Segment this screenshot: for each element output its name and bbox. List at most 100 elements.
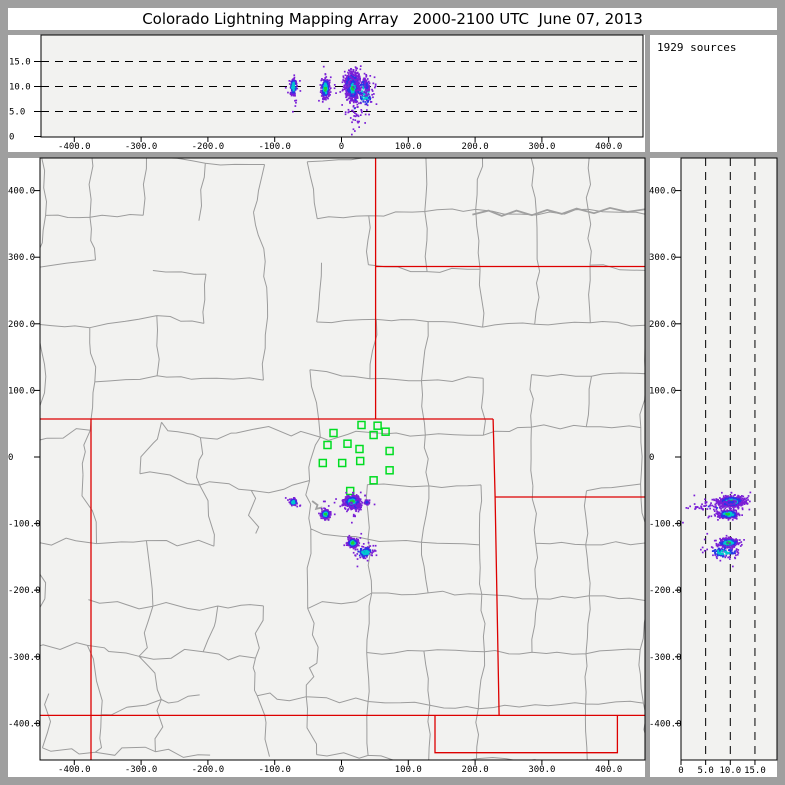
lightning-source-point (368, 82, 371, 85)
lightning-source-point (348, 93, 350, 95)
lightning-source-point (341, 104, 343, 106)
lightning-source-point (292, 82, 294, 85)
lightning-source-point (356, 96, 359, 98)
lightning-source-point (749, 500, 751, 503)
lightning-source-point (348, 496, 351, 499)
lightning-source-point (374, 544, 377, 547)
lightning-source-point (359, 90, 362, 92)
lightning-source-point (747, 499, 749, 501)
lightning-source-point (353, 79, 356, 81)
lightning-source-point (355, 542, 358, 544)
lightning-source-point (728, 537, 730, 540)
lightning-source-point (363, 98, 366, 100)
lightning-source-point (364, 548, 367, 550)
lightning-sources-ns (682, 491, 752, 568)
lightning-source-point (349, 71, 351, 73)
lightning-source-point (350, 74, 353, 77)
lightning-source-point (371, 90, 374, 92)
lightning-source-point (734, 512, 736, 515)
lightning-source-point (727, 510, 730, 513)
lightning-source-point (318, 99, 320, 102)
lightning-source-point (350, 76, 352, 78)
lightning-source-point (344, 113, 347, 116)
lightning-source-point (295, 81, 297, 83)
tick-label: 10.0 (719, 766, 741, 776)
lightning-source-point (359, 78, 361, 80)
tick-label: 0 (649, 453, 654, 463)
lightning-source-point (354, 115, 357, 118)
lightning-source-point (721, 539, 724, 541)
lightning-source-point (344, 498, 347, 501)
lightning-source-point (350, 97, 352, 100)
lightning-source-point (324, 86, 327, 89)
lma-station-marker (355, 456, 365, 466)
lightning-source-point (735, 540, 737, 543)
lightning-source-point (719, 544, 721, 547)
lightning-source-point (352, 541, 355, 544)
lightning-source-point (333, 513, 336, 516)
lightning-source-point (322, 500, 325, 503)
lightning-source-point (347, 88, 349, 91)
lightning-source-point (369, 101, 372, 103)
lightning-source-point (324, 97, 327, 100)
lightning-source-point (735, 496, 738, 499)
lightning-source-point (320, 517, 323, 520)
lightning-source-point (714, 515, 716, 517)
lightning-source-point (325, 80, 327, 83)
lightning-source-point (323, 79, 325, 81)
lightning-source-point (725, 554, 727, 557)
lma-station-marker (369, 476, 378, 485)
lightning-source-point (292, 110, 294, 113)
lightning-source-point (289, 91, 292, 94)
lightning-source-point (354, 514, 356, 517)
lightning-source-point (354, 66, 357, 68)
lightning-source-point (739, 495, 742, 498)
lightning-source-point (335, 92, 337, 94)
lightning-source-point (359, 498, 362, 500)
altitude-ns-panel: 400.0300.0200.0100.00-100.0-200.0-300.0-… (649, 158, 766, 776)
lightning-source-point (719, 502, 721, 504)
lightning-source-point (732, 495, 735, 497)
tick-label: -300.0 (649, 653, 682, 663)
lightning-source-point (347, 538, 350, 541)
lightning-source-point (367, 91, 370, 93)
lightning-source-point (363, 72, 366, 75)
lightning-source-point (349, 75, 351, 77)
lightning-source-point (366, 86, 369, 88)
lightning-source-point (294, 80, 296, 83)
lightning-source-point (325, 91, 327, 94)
lightning-source-point (357, 88, 360, 91)
tick-label: -100.0 (258, 765, 291, 775)
lightning-source-point (349, 80, 352, 83)
lightning-source-point (357, 82, 359, 84)
lightning-source-point (360, 504, 363, 507)
lightning-source-point (354, 89, 357, 92)
lightning-source-point (360, 109, 363, 111)
lightning-source-point (358, 86, 361, 89)
lightning-source-point (722, 505, 725, 508)
lightning-source-point (359, 537, 362, 539)
lightning-source-point (735, 509, 737, 512)
lightning-source-point (358, 505, 360, 508)
lightning-source-point (342, 500, 344, 503)
lightning-source-point (325, 79, 328, 82)
lightning-source-point (350, 82, 352, 84)
lightning-source-point (362, 546, 365, 548)
lightning-source-point (369, 75, 372, 77)
lightning-source-point (357, 503, 359, 505)
lightning-source-point (366, 87, 368, 90)
lightning-source-point (284, 86, 287, 89)
lightning-source-point (345, 93, 348, 95)
lightning-source-point (349, 83, 352, 86)
lightning-source-point (727, 541, 730, 544)
lightning-source-point (355, 81, 357, 84)
lightning-source-point (719, 537, 721, 540)
lightning-source-point (365, 82, 367, 84)
lightning-source-point (362, 86, 365, 88)
lightning-source-point (743, 501, 745, 504)
lightning-source-point (328, 94, 330, 96)
lightning-source-point (360, 532, 363, 535)
lightning-source-point (371, 552, 373, 554)
tick-label: -100.0 (8, 520, 41, 530)
lightning-source-point (734, 516, 737, 519)
